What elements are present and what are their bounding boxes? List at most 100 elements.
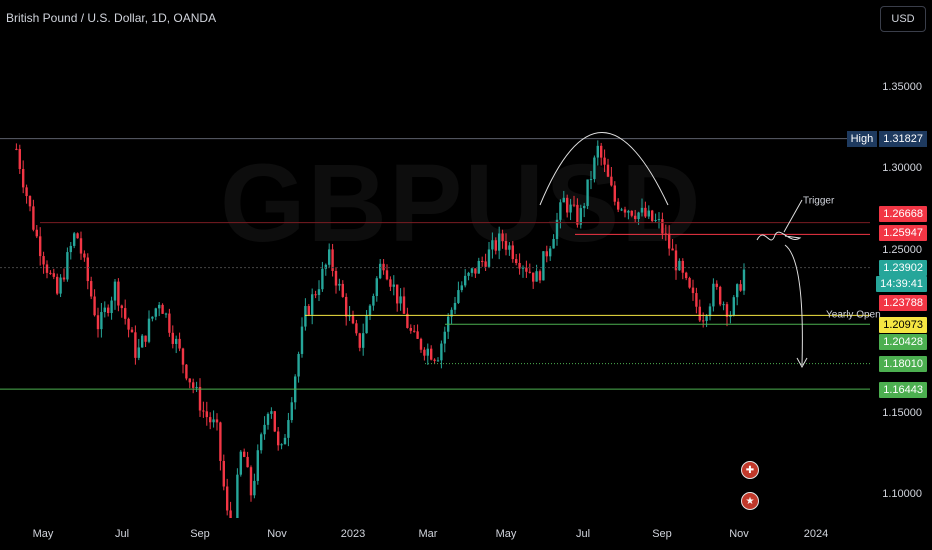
candle-body (188, 378, 191, 383)
candle-body (242, 451, 246, 457)
candle-body (712, 283, 715, 307)
candle-body (154, 308, 157, 317)
candle-body (181, 348, 185, 365)
candle-body (552, 238, 555, 249)
uk-flag-event-icon[interactable]: ✚ (741, 461, 759, 479)
candle-body (89, 281, 93, 297)
candle-body (603, 157, 606, 165)
candle-body (681, 260, 684, 273)
price-tag: 1.16443 (879, 382, 927, 398)
candle-body (409, 327, 412, 331)
candle-body (140, 335, 144, 348)
price-tag: 1.20973 (879, 317, 927, 333)
candle-body (695, 293, 698, 307)
target-arrowhead (796, 357, 808, 369)
trigger-scribble (756, 231, 802, 241)
candle-body (174, 338, 178, 344)
candle-body (304, 306, 307, 327)
candle-body (504, 241, 508, 250)
time-tick-label: May (495, 528, 517, 540)
candle-body (127, 318, 130, 330)
candle-body (134, 332, 137, 358)
price-chart[interactable] (0, 0, 870, 518)
candle-body (606, 164, 610, 177)
candle-body (314, 294, 317, 296)
candle-body (589, 179, 593, 181)
candle-body (164, 313, 168, 315)
us-flag-event-icon[interactable]: ★ (741, 492, 759, 510)
candle-body (579, 208, 582, 225)
price-tick-label: 1.25000 (882, 243, 922, 256)
candle-body (368, 305, 372, 316)
time-tick-label: Nov (267, 528, 287, 540)
candle-body (307, 306, 310, 315)
time-scale[interactable]: May Jul Sep Nov 2023 Mar May Jul Sep Nov 2024 (0, 518, 932, 550)
price-tag: 14:39:41 (876, 276, 927, 292)
candle-body (623, 209, 627, 213)
candle-body (620, 209, 623, 211)
candle-body (674, 250, 678, 271)
candle-body (21, 169, 25, 188)
candle-body (185, 364, 188, 379)
candle-body (300, 326, 304, 354)
candle-body (273, 411, 276, 432)
candle-body (698, 306, 701, 321)
time-tick-label: Jul (114, 528, 130, 540)
price-tag: 1.18010 (879, 356, 927, 372)
candle-body (222, 460, 225, 487)
candle-body (178, 338, 181, 349)
candle-body (389, 279, 392, 287)
candle-body (484, 261, 487, 267)
candle-body (406, 313, 409, 328)
candle-body (423, 349, 426, 356)
candle-body (117, 281, 120, 306)
candle-body (103, 307, 106, 313)
candle-body (69, 245, 72, 253)
candle-body (246, 456, 249, 468)
candle-body (62, 277, 66, 280)
candle-body (202, 410, 205, 412)
price-tick-label: 1.15000 (882, 406, 922, 419)
candle-body (290, 402, 293, 421)
candle-body (742, 269, 746, 291)
symbol-title[interactable]: British Pound / U.S. Dollar, 1D, OANDA (6, 11, 217, 25)
candle-body (416, 331, 419, 339)
currency-button[interactable]: USD (880, 6, 926, 32)
candle-body (263, 424, 266, 435)
candle-body (49, 272, 52, 274)
candle-body (399, 296, 402, 304)
chart-area[interactable]: GBPUSD (0, 0, 870, 518)
price-tag: 1.25947 (879, 225, 927, 241)
candle-body (545, 251, 548, 257)
candle-body (684, 272, 688, 279)
time-tick-label: Nov (729, 528, 749, 540)
candle-body (253, 480, 256, 496)
candle-body (66, 252, 69, 280)
candle-body (59, 277, 62, 294)
candle-body (548, 248, 552, 257)
candle-body (327, 249, 331, 265)
candle-body (440, 343, 443, 361)
candle-body (276, 431, 280, 446)
trigger-annotation: Trigger (803, 195, 835, 207)
candle-body (157, 304, 161, 309)
candle-body (514, 259, 518, 263)
candle-body (640, 207, 644, 213)
candle-body (96, 315, 100, 330)
candle-body (718, 286, 722, 305)
candle-body (392, 284, 395, 287)
candle-body (599, 145, 603, 158)
candle-body (144, 335, 147, 342)
candle-body (562, 197, 565, 203)
target-arrow (784, 244, 803, 366)
candle-body (644, 207, 647, 217)
candle-body (361, 333, 365, 348)
candle-body (596, 145, 599, 158)
candle-body (630, 210, 633, 216)
candle-body (375, 278, 378, 296)
candle-body (678, 260, 681, 271)
price-scale[interactable]: 1.35000 1.30000 1.25000 1.15000 1.10000 High 1… (846, 0, 932, 518)
candle-body (593, 157, 596, 180)
candle-body (657, 219, 661, 221)
candle-body (331, 249, 334, 271)
